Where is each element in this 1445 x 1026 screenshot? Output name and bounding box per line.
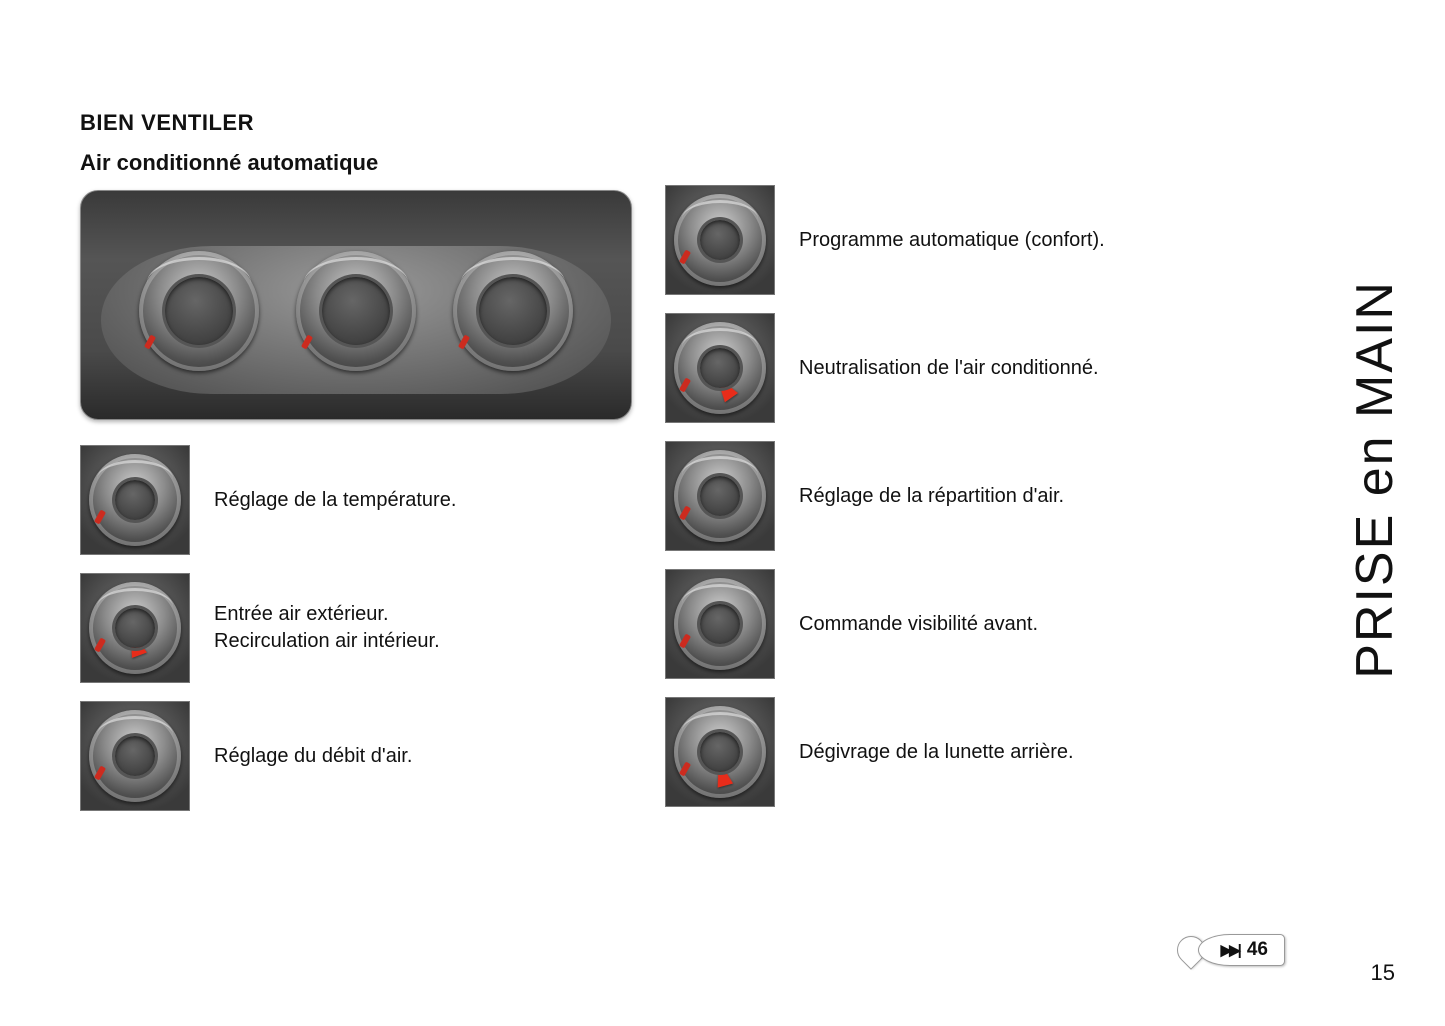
left-column: Réglage de la température. Entrée air ex… [80, 445, 615, 811]
control-label: Dégivrage de la lunette arrière. [799, 739, 1074, 766]
ac-off-dial-icon [665, 313, 775, 423]
section-subheading: Air conditionné automatique [80, 150, 1200, 176]
fast-forward-icon: ▶▶| [1221, 941, 1239, 959]
hero-temperature-dial [139, 251, 259, 371]
control-label: Réglage de la température. [214, 487, 456, 514]
control-label: Réglage de la répartition d'air. [799, 483, 1064, 510]
control-item-flow: Réglage du débit d'air. [80, 701, 615, 811]
hero-fan-dial [296, 251, 416, 371]
chapter-tab: PRISE en MAIN [1345, 280, 1405, 679]
pointer-arrow-icon [123, 628, 147, 658]
right-column: Programme automatique (confort). Neutral… [665, 185, 1200, 811]
control-label: Programme automatique (confort). [799, 227, 1105, 254]
control-label: Commande visibilité avant. [799, 611, 1038, 638]
air-distribution-dial-icon [665, 441, 775, 551]
page-reference-number: 46 [1247, 939, 1268, 961]
auto-program-dial-icon [665, 185, 775, 295]
airflow-dial-icon [80, 701, 190, 811]
controls-columns: Réglage de la température. Entrée air ex… [80, 445, 1200, 811]
control-item-rear-defrost: Dégivrage de la lunette arrière. [665, 697, 1200, 807]
control-label: Réglage du débit d'air. [214, 743, 412, 770]
control-item-ac-off: Neutralisation de l'air conditionné. [665, 313, 1200, 423]
page-reference-badge: ▶▶| 46 [1198, 934, 1285, 966]
rear-defrost-dial-icon [665, 697, 775, 807]
control-item-distrib: Réglage de la répartition d'air. [665, 441, 1200, 551]
control-item-front-visibility: Commande visibilité avant. [665, 569, 1200, 679]
recirculation-dial-icon [80, 573, 190, 683]
section-heading: BIEN VENTILER [80, 110, 1200, 136]
control-item-recirc: Entrée air extérieur.Recirculation air i… [80, 573, 615, 683]
temperature-dial-icon [80, 445, 190, 555]
control-label: Entrée air extérieur.Recirculation air i… [214, 601, 440, 655]
page-number: 15 [1371, 960, 1395, 986]
dashboard-photo [80, 190, 632, 420]
front-visibility-dial-icon [665, 569, 775, 679]
control-item-auto: Programme automatique (confort). [665, 185, 1200, 295]
control-label: Neutralisation de l'air conditionné. [799, 355, 1099, 382]
manual-page: BIEN VENTILER Air conditionné automatiqu… [80, 110, 1200, 811]
control-item-temp: Réglage de la température. [80, 445, 615, 555]
pointer-arrow-icon [711, 758, 733, 787]
pointer-arrow-icon [710, 372, 738, 402]
hero-distribution-dial [453, 251, 573, 371]
